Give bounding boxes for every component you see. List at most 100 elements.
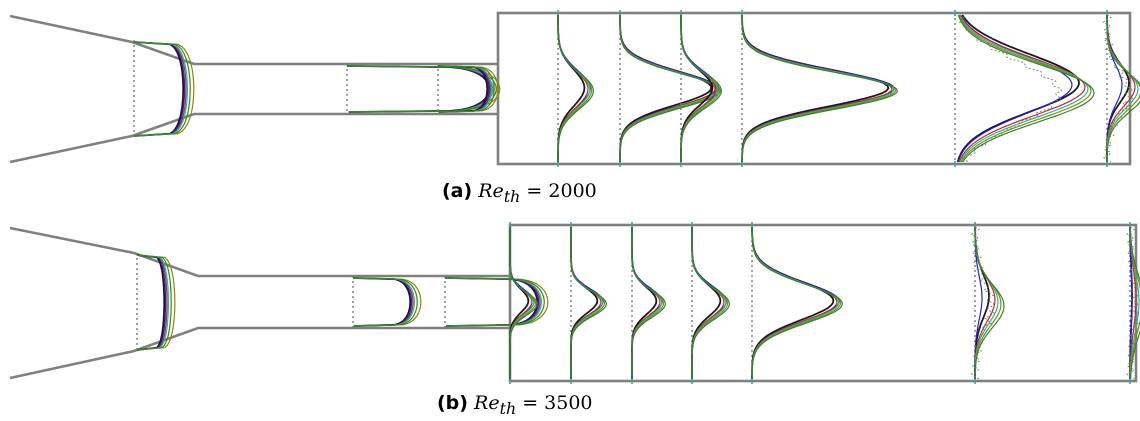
velocity-profile-curve xyxy=(619,15,718,162)
velocity-profile-curve xyxy=(557,15,593,162)
caption-a-subscript: th xyxy=(503,186,521,206)
velocity-profile-curve xyxy=(619,15,716,162)
velocity-profile-curve xyxy=(557,15,586,162)
caption-a-label: (a) xyxy=(442,180,473,202)
panel-a-geometry xyxy=(9,10,1140,167)
velocity-profile-curve xyxy=(444,277,539,327)
velocity-profile-curve xyxy=(680,15,714,162)
velocity-profile-curve xyxy=(346,65,493,113)
velocity-profile-curve xyxy=(509,227,538,379)
velocity-profile-curve xyxy=(346,65,497,113)
velocity-profile-curve xyxy=(437,65,489,113)
velocity-profile-curve xyxy=(133,41,191,137)
velocity-profile-curve xyxy=(136,254,176,351)
velocity-profile-curve xyxy=(557,15,595,162)
velocity-profile-curve xyxy=(631,227,663,379)
velocity-profile-curve xyxy=(133,41,187,137)
velocity-profile-curve xyxy=(352,277,415,327)
velocity-profile-curve xyxy=(957,14,1095,163)
velocity-profile-curve xyxy=(570,227,606,379)
velocity-profile-curve xyxy=(958,14,1086,163)
velocity-profile-curve xyxy=(136,254,166,351)
caption-a-value: 2000 xyxy=(548,180,597,202)
nozzle-wall-top xyxy=(9,226,510,278)
velocity-profile-curve xyxy=(751,227,843,380)
velocity-profile-curve xyxy=(1129,226,1140,380)
velocity-profile-curve xyxy=(619,15,720,162)
velocity-profile-curve xyxy=(346,65,491,113)
velocity-profile-curve xyxy=(133,41,185,137)
velocity-profile-curve xyxy=(741,14,895,163)
caption-panel-b: (b) Reth = 3500 xyxy=(437,392,593,418)
velocity-profile-curve xyxy=(444,277,549,327)
velocity-profile-curve xyxy=(136,254,168,351)
caption-b-label: (b) xyxy=(437,392,468,414)
velocity-profile-curve xyxy=(691,227,722,379)
velocity-profile-curve xyxy=(352,277,412,327)
velocity-profile-curve xyxy=(509,227,530,379)
velocity-profile-curve xyxy=(136,254,172,351)
velocity-profile-curve xyxy=(959,14,1089,163)
nozzle-wall-bottom xyxy=(9,112,498,164)
velocity-profile-curve xyxy=(444,277,545,327)
velocity-profile-curve xyxy=(1129,227,1133,379)
velocity-profile-curve xyxy=(741,14,890,163)
velocity-profile-curve xyxy=(437,65,499,113)
velocity-profile-curve xyxy=(1106,14,1130,162)
velocity-profile-curve xyxy=(136,254,169,351)
caption-a-symbol: Re xyxy=(478,180,504,202)
velocity-profile-curve xyxy=(509,227,535,379)
velocity-profile-curve xyxy=(133,41,186,137)
velocity-profile-curve xyxy=(974,226,1005,379)
velocity-profile-curve xyxy=(346,65,495,113)
caption-b-value: 3500 xyxy=(544,392,593,414)
caption-b-subscript: th xyxy=(499,398,517,418)
velocity-profile-curve xyxy=(691,227,729,379)
nozzle-wall-top xyxy=(9,14,498,66)
velocity-profile-curve xyxy=(352,277,413,327)
velocity-profile-curve xyxy=(346,65,492,113)
caption-a-equals: = xyxy=(526,180,543,202)
velocity-profile-curve xyxy=(691,227,725,379)
velocity-profile-curve xyxy=(741,15,897,162)
panel-b-geometry xyxy=(9,222,1140,384)
velocity-profile-curve xyxy=(751,226,842,380)
velocity-profile-curve xyxy=(631,227,666,379)
velocity-profile-curve xyxy=(570,227,607,379)
velocity-profile-curve xyxy=(557,15,591,162)
experimental-profile-curve xyxy=(970,226,995,380)
caption-panel-a: (a) Reth = 2000 xyxy=(442,180,597,206)
velocity-profile-curve xyxy=(741,14,893,163)
velocity-profile-curve xyxy=(631,227,663,379)
velocity-profile-curve xyxy=(509,227,535,379)
velocity-profile-curve xyxy=(570,227,599,379)
velocity-profile-curve xyxy=(352,277,418,327)
velocity-profile-curve xyxy=(751,226,838,379)
velocity-profile-curve xyxy=(437,65,492,113)
velocity-profile-curve xyxy=(437,65,491,113)
velocity-profile-curve xyxy=(751,226,840,379)
velocity-profile-curve xyxy=(444,277,540,327)
velocity-profile-curve xyxy=(133,41,188,137)
velocity-profile-curve xyxy=(133,41,195,137)
velocity-profile-curve xyxy=(680,15,723,162)
caption-b-symbol: Re xyxy=(474,392,500,414)
velocity-profile-curve xyxy=(570,227,604,379)
velocity-profile-curve xyxy=(680,15,721,162)
velocity-profile-curve xyxy=(1106,15,1139,162)
velocity-profile-curve xyxy=(437,65,495,113)
velocity-profile-curve xyxy=(444,277,542,327)
nozzle-wall-bottom xyxy=(9,326,510,380)
velocity-profile-curve xyxy=(444,277,541,327)
velocity-profile-curve xyxy=(136,254,167,351)
velocity-profile-curve xyxy=(352,277,422,327)
velocity-profile-curve xyxy=(619,15,722,162)
velocity-profile-curve xyxy=(741,15,899,162)
velocity-profile-curve xyxy=(631,227,665,379)
caption-b-equals: = xyxy=(522,392,539,414)
velocity-profile-curve xyxy=(751,226,840,379)
velocity-profile-curve xyxy=(352,277,414,327)
velocity-profile-curve xyxy=(631,227,658,379)
velocity-profile-curve xyxy=(741,14,895,162)
